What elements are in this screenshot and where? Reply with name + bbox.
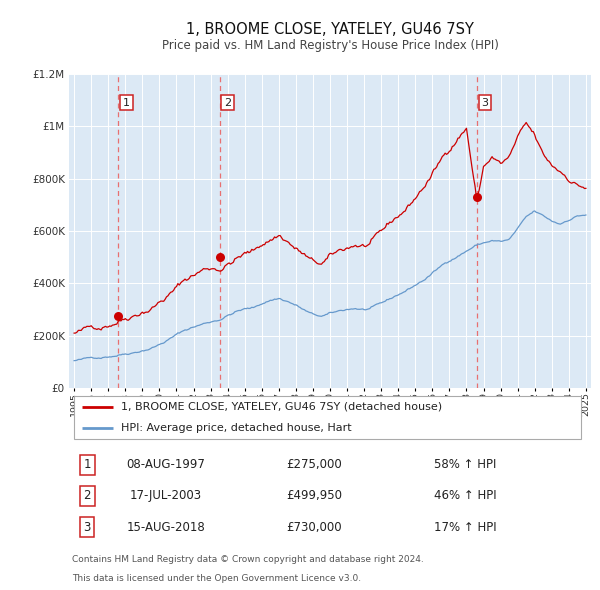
Text: 08-AUG-1997: 08-AUG-1997 xyxy=(126,458,205,471)
Text: This data is licensed under the Open Government Licence v3.0.: This data is licensed under the Open Gov… xyxy=(71,573,361,582)
Text: 2: 2 xyxy=(83,489,91,502)
Text: £275,000: £275,000 xyxy=(286,458,342,471)
Text: 46% ↑ HPI: 46% ↑ HPI xyxy=(434,489,497,502)
Text: 3: 3 xyxy=(83,520,91,534)
Text: £499,950: £499,950 xyxy=(286,489,343,502)
Text: 15-AUG-2018: 15-AUG-2018 xyxy=(126,520,205,534)
Text: 3: 3 xyxy=(481,97,488,107)
Text: Price paid vs. HM Land Registry's House Price Index (HPI): Price paid vs. HM Land Registry's House … xyxy=(161,39,499,52)
Text: 2: 2 xyxy=(224,97,231,107)
Text: 1, BROOME CLOSE, YATELEY, GU46 7SY (detached house): 1, BROOME CLOSE, YATELEY, GU46 7SY (deta… xyxy=(121,402,442,412)
FancyBboxPatch shape xyxy=(74,396,581,439)
Text: 1: 1 xyxy=(123,97,130,107)
Text: 17% ↑ HPI: 17% ↑ HPI xyxy=(434,520,497,534)
Text: Contains HM Land Registry data © Crown copyright and database right 2024.: Contains HM Land Registry data © Crown c… xyxy=(71,555,424,565)
Text: 17-JUL-2003: 17-JUL-2003 xyxy=(130,489,202,502)
Text: £730,000: £730,000 xyxy=(287,520,342,534)
Text: 1, BROOME CLOSE, YATELEY, GU46 7SY: 1, BROOME CLOSE, YATELEY, GU46 7SY xyxy=(186,22,474,37)
Text: 58% ↑ HPI: 58% ↑ HPI xyxy=(434,458,497,471)
Text: 1: 1 xyxy=(83,458,91,471)
Text: HPI: Average price, detached house, Hart: HPI: Average price, detached house, Hart xyxy=(121,423,352,433)
